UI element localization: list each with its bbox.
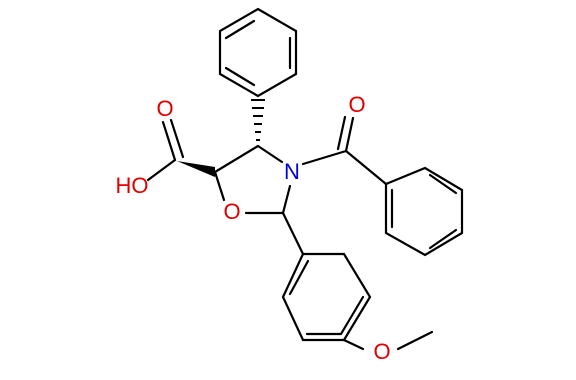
bonds: [146, 7, 464, 351]
atom-label: O: [223, 199, 240, 224]
atom-label: N: [284, 159, 300, 184]
atom-label: O: [156, 96, 173, 121]
atom-label: O: [373, 339, 390, 364]
atom-label: HO: [116, 173, 149, 198]
atom-label: O: [348, 92, 365, 117]
atom-labels: O HO O N O O: [116, 92, 391, 364]
